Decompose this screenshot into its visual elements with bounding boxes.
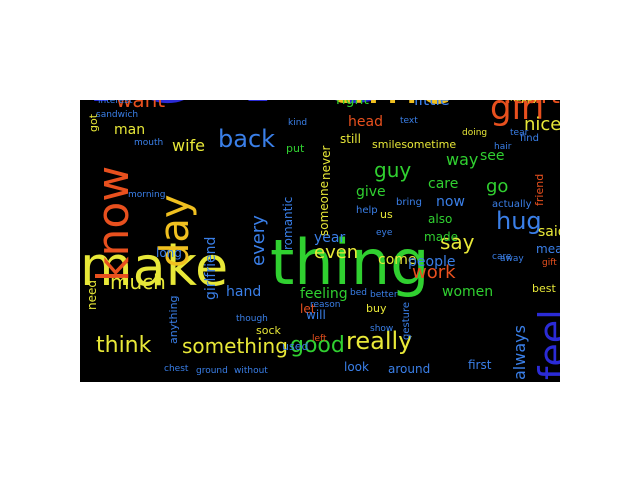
word-said: said <box>538 224 560 241</box>
word-always: always <box>510 325 529 380</box>
word-guy: guy <box>374 158 412 183</box>
word-head: head <box>348 114 383 131</box>
word-need: need <box>85 280 99 310</box>
word-even: even <box>314 241 359 263</box>
word-know: know <box>88 165 139 282</box>
word-hair: hair <box>494 141 512 152</box>
word-let: let <box>300 301 316 316</box>
word-want: want <box>116 100 166 113</box>
word-see: see <box>480 148 505 165</box>
word-buy: buy <box>366 302 387 316</box>
word-girl: girl <box>490 100 545 129</box>
word-text: text <box>400 115 418 126</box>
word-smilesometime: smilesometime <box>372 138 457 152</box>
word-used: used <box>282 340 309 354</box>
word-time: time <box>330 100 452 112</box>
word-mean: mean <box>536 241 560 256</box>
word-way: way <box>446 149 479 169</box>
word-also: also <box>428 211 453 226</box>
word-bring: bring <box>396 197 422 209</box>
word-sandwich: sandwich <box>96 109 139 120</box>
word-long: long <box>156 245 182 260</box>
word-love: love <box>80 100 395 125</box>
word-away: away <box>500 253 524 264</box>
word-care: care <box>492 251 512 262</box>
word-cloud: loveonetimemakethingknowdaygirlfeelheart… <box>80 100 560 382</box>
word-something: something <box>182 334 288 359</box>
word-kind: kind <box>288 117 308 128</box>
word-friend: friend <box>533 173 546 206</box>
word-every: every <box>248 215 269 266</box>
word-help: help <box>356 205 378 217</box>
word-best: best <box>532 282 556 296</box>
word-wife: wife <box>172 135 206 155</box>
word-eye: eye <box>376 227 393 238</box>
word-someone: someone <box>317 181 331 236</box>
word-put: put <box>286 142 305 156</box>
word-back: back <box>218 125 276 154</box>
word-people: people <box>408 254 456 271</box>
word-left: left <box>312 333 327 344</box>
word-better: better <box>370 289 398 300</box>
word-made: made <box>424 229 459 244</box>
word-ground: ground <box>196 365 228 376</box>
word-bed: bed <box>350 287 367 298</box>
word-now: now <box>436 194 465 211</box>
word-never: never <box>319 145 333 180</box>
word-thing: thing <box>270 225 430 299</box>
word-women: women <box>442 284 494 301</box>
word-still: still <box>340 131 361 146</box>
word-mouth: mouth <box>134 137 164 148</box>
word-girlfriend: girlfriend <box>203 236 219 300</box>
word-think: think <box>96 332 152 358</box>
word-right: right <box>336 100 369 109</box>
word-good: good <box>290 332 345 358</box>
word-anything: anything <box>167 295 180 344</box>
word-gift: gift <box>542 257 557 268</box>
word-romantic: romantic <box>281 196 295 250</box>
word-really: really <box>346 327 413 356</box>
word-interest: interest <box>98 100 133 106</box>
word-doing: doing <box>462 127 488 138</box>
word-will: will <box>306 307 326 322</box>
word-without: without <box>234 365 268 376</box>
word-nice: nice <box>524 113 560 135</box>
word-actually: actually <box>492 199 532 211</box>
word-around: around <box>388 361 431 376</box>
word-though: though <box>236 313 268 324</box>
word-chest: chest <box>164 363 189 374</box>
word-year: year <box>314 230 346 247</box>
word-hand: hand <box>226 284 262 301</box>
word-sock: sock <box>256 324 281 338</box>
word-feel: feel <box>531 309 560 380</box>
word-heart: heart <box>496 100 560 107</box>
word-say: say <box>440 230 475 255</box>
word-work: work <box>412 261 456 283</box>
word-happy: happy <box>510 100 538 104</box>
word-go: go <box>486 175 509 197</box>
word-gesture: gesture <box>401 301 412 340</box>
word-little: little <box>414 100 450 108</box>
word-show: show <box>370 323 394 334</box>
word-tear: tear <box>510 127 529 138</box>
word-care: care <box>428 176 459 193</box>
word-give: give <box>356 184 386 201</box>
word-us: us <box>380 208 393 222</box>
word-find: find <box>520 133 539 145</box>
word-reason: reason <box>310 299 341 310</box>
word-first: first <box>468 357 492 372</box>
word-morning: morning <box>128 189 166 200</box>
word-make: make <box>80 234 229 298</box>
word-much: much <box>110 270 166 295</box>
word-look: look <box>344 359 369 374</box>
word-come: come <box>378 252 417 269</box>
word-feeling: feeling <box>300 286 348 303</box>
word-hug: hug <box>496 207 542 236</box>
word-man: man <box>114 122 146 139</box>
